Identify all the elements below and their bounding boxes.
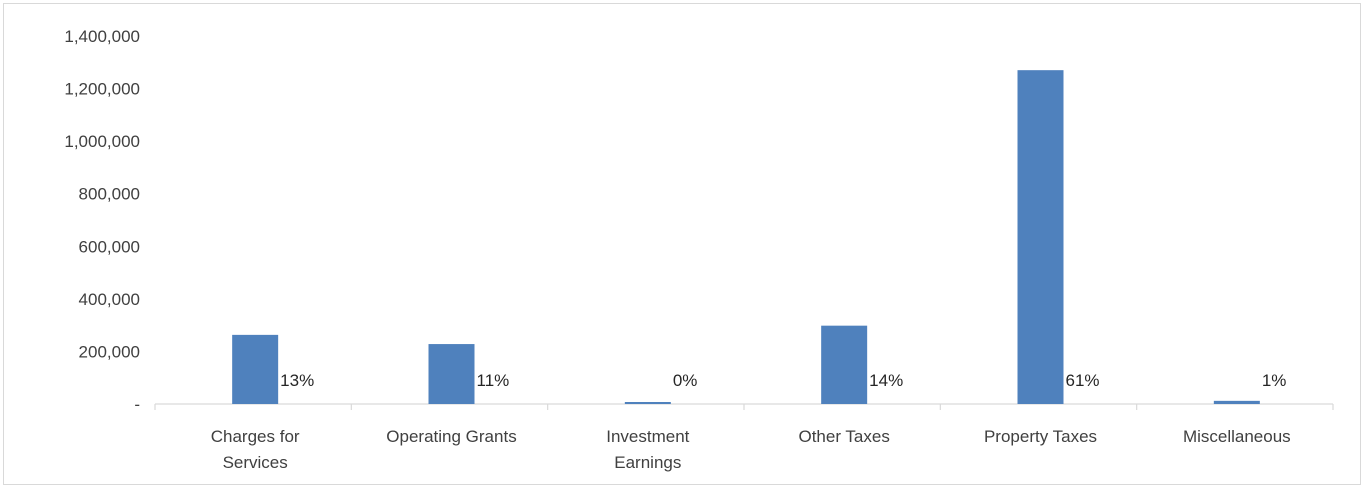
y-tick-label: 600,000	[79, 237, 140, 256]
data-label: 61%	[1066, 371, 1100, 390]
x-category-label: Miscellaneous	[1183, 427, 1291, 446]
bar-3	[821, 325, 868, 404]
y-tick-label: 400,000	[79, 290, 140, 309]
x-category-label: Other Taxes	[798, 427, 889, 446]
bar-4	[1017, 70, 1064, 405]
data-label: 13%	[280, 371, 314, 390]
data-label: 1%	[1262, 371, 1287, 390]
y-tick-label: 1,000,000	[64, 132, 140, 151]
x-category-label: Investment	[606, 427, 689, 446]
y-tick-label: 1,200,000	[64, 80, 140, 99]
chart-frame	[3, 3, 1361, 485]
x-category-label: Charges for	[211, 427, 300, 446]
x-category-label: Earnings	[614, 453, 681, 472]
bar-0	[232, 334, 279, 404]
y-tick-label: -	[134, 395, 140, 414]
y-tick-label: 200,000	[79, 342, 140, 361]
y-tick-label: 800,000	[79, 185, 140, 204]
x-category-label: Operating Grants	[386, 427, 516, 446]
x-category-label: Property Taxes	[984, 427, 1097, 446]
data-label: 14%	[869, 371, 903, 390]
data-label: 11%	[477, 371, 510, 390]
bar-1	[428, 344, 475, 404]
x-category-label: Services	[223, 453, 288, 472]
y-tick-label: 1,400,000	[64, 27, 140, 46]
bar-2	[624, 402, 671, 404]
data-label: 0%	[673, 371, 698, 390]
bar-5	[1213, 400, 1260, 404]
